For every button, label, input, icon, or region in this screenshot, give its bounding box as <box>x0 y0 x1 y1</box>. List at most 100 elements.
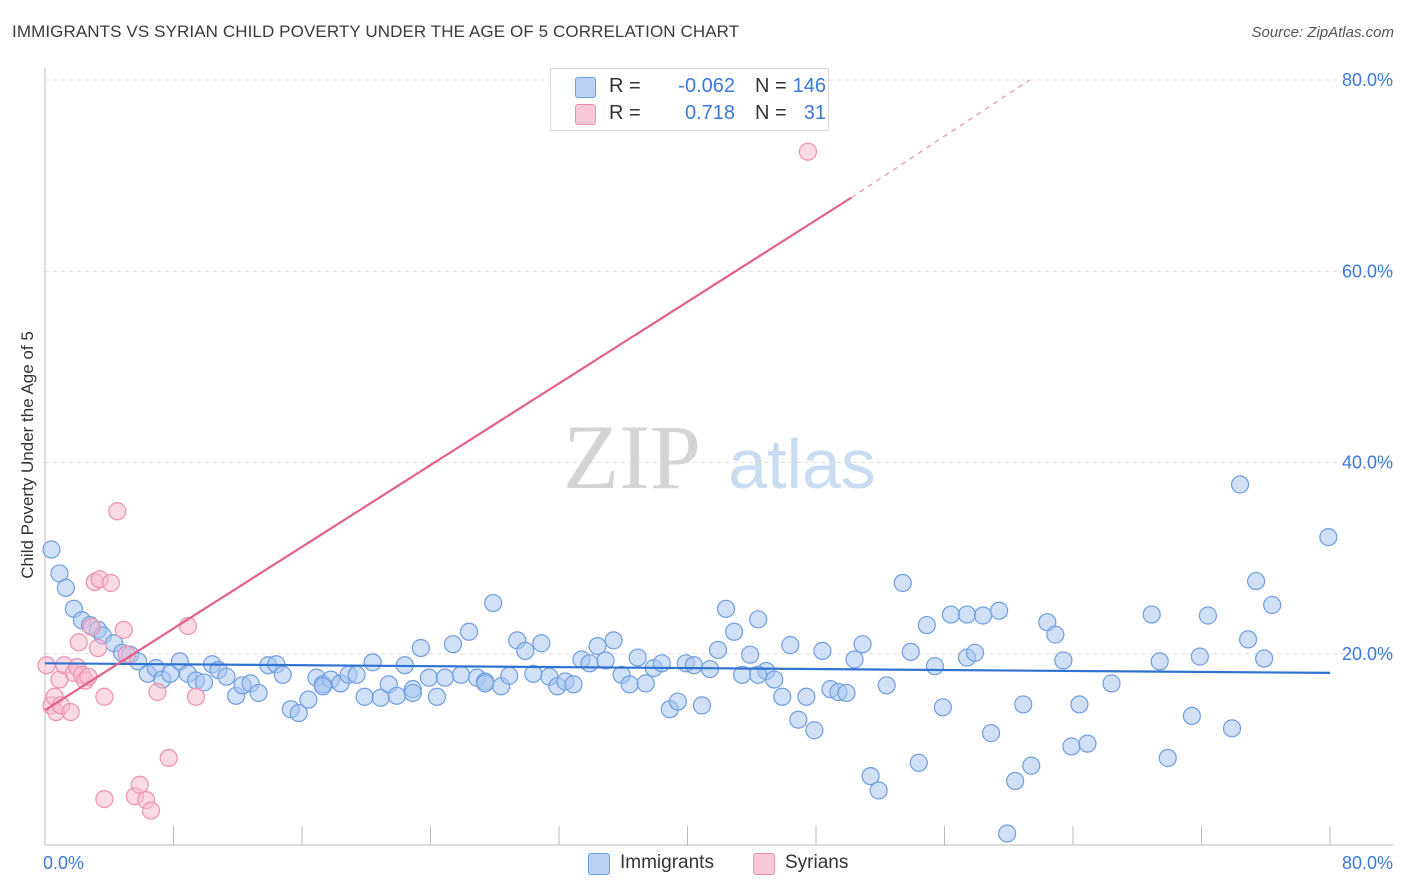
r-label: R = <box>609 75 641 97</box>
immigrants-point <box>981 724 1001 743</box>
n-label: N = <box>755 102 787 124</box>
immigrants-point <box>476 674 495 693</box>
immigrants-point <box>805 721 824 740</box>
immigrants-point <box>419 668 438 687</box>
x-tick-label: 0.0% <box>43 853 84 873</box>
immigrants-point <box>347 665 366 684</box>
immigrants-point <box>973 606 993 625</box>
immigrants-point <box>749 610 768 629</box>
syrians-trend-extension <box>851 79 1030 199</box>
syrians-point <box>141 801 161 820</box>
immigrants-point <box>724 622 744 641</box>
immigrants-point <box>941 605 961 624</box>
immigrants-point <box>435 668 455 687</box>
immigrants-point <box>1022 756 1041 775</box>
immigrants-point <box>604 631 623 650</box>
y-tick-label: 40.0% <box>1342 453 1393 473</box>
immigrants-point <box>869 781 888 800</box>
immigrants-point <box>1263 595 1282 615</box>
immigrants-point <box>1230 475 1250 494</box>
immigrants-point <box>564 675 583 694</box>
immigrants-point <box>588 636 607 656</box>
immigrants-point <box>249 683 268 703</box>
immigrants-point <box>1222 719 1242 738</box>
immigrants-point <box>692 696 712 715</box>
immigrants-point <box>427 687 447 706</box>
immigrants-point <box>877 676 896 695</box>
immigrants-point <box>853 635 872 654</box>
syrians-point <box>108 502 127 521</box>
immigrants-point <box>708 640 728 660</box>
immigrants-point <box>273 665 292 684</box>
immigrants-point <box>451 665 471 684</box>
immigrants-swatch <box>575 77 596 98</box>
immigrants-legend-label: Immigrants <box>620 852 714 873</box>
immigrants-point <box>1062 737 1081 756</box>
syrians-point <box>114 620 133 639</box>
immigrants-point <box>845 650 864 669</box>
immigrants-point <box>636 674 655 693</box>
x-tick-label: 80.0% <box>1342 853 1393 873</box>
y-axis-label: Child Poverty Under the Age of 5 <box>18 331 37 579</box>
n-value: 31 <box>803 102 826 124</box>
immigrants-point <box>596 651 615 670</box>
immigrants-point <box>1182 706 1201 726</box>
r-value: -0.062 <box>678 75 735 97</box>
immigrants-point <box>628 648 647 667</box>
immigrants-point <box>901 642 920 661</box>
syrians-legend-swatch <box>753 853 775 875</box>
chart-title: IMMIGRANTS VS SYRIAN CHILD POVERTY UNDER… <box>12 22 740 41</box>
immigrants-points <box>42 475 1338 843</box>
immigrants-point <box>998 824 1017 843</box>
immigrants-point <box>217 667 236 686</box>
y-tick-label: 60.0% <box>1342 261 1393 281</box>
syrians-point <box>82 617 101 637</box>
immigrants-point <box>1142 605 1161 624</box>
immigrants-point <box>741 645 760 664</box>
immigrants-point <box>1078 734 1097 753</box>
immigrants-point <box>990 601 1009 620</box>
immigrants-point <box>716 599 736 618</box>
watermark-atlas: atlas <box>728 425 876 503</box>
immigrants-point <box>56 578 75 597</box>
immigrants-point <box>1102 674 1121 693</box>
immigrants-point <box>363 653 382 672</box>
immigrants-point <box>484 593 503 613</box>
syrians-point <box>95 789 114 809</box>
immigrants-point <box>917 615 936 635</box>
immigrants-point <box>781 636 800 655</box>
r-value: 0.718 <box>684 102 735 124</box>
immigrants-point <box>1006 771 1025 791</box>
immigrants-point <box>580 654 599 673</box>
immigrants-point <box>313 677 332 696</box>
immigrants-point <box>1070 695 1089 714</box>
syrians-point <box>798 142 818 161</box>
immigrants-point <box>516 641 535 660</box>
immigrants-point <box>933 698 952 717</box>
immigrants-point <box>443 635 463 654</box>
immigrants-point <box>355 687 374 706</box>
immigrants-point <box>965 643 985 662</box>
syrians-point <box>88 638 108 658</box>
immigrants-point <box>1238 630 1258 649</box>
immigrants-point <box>773 687 792 706</box>
immigrants-point <box>289 703 308 723</box>
immigrants-point <box>957 605 977 624</box>
immigrants-point <box>387 686 406 705</box>
stats-legend: R = -0.062 N = 146 R = 0.718 N = 31 <box>550 68 829 131</box>
immigrants-point <box>500 666 519 685</box>
immigrants-point <box>299 690 318 709</box>
watermark-zip: ZIP <box>563 406 701 508</box>
syrians-trend-line <box>44 196 852 712</box>
syrians-point <box>159 748 178 768</box>
syrians-point <box>61 702 80 722</box>
immigrants-point <box>1190 647 1209 666</box>
n-label: N = <box>755 75 787 97</box>
immigrants-point <box>1046 625 1065 644</box>
immigrants-point <box>620 675 639 694</box>
y-tick-label: 80.0% <box>1342 70 1393 90</box>
immigrants-legend-swatch <box>588 853 610 875</box>
source-label: Source: ZipAtlas.com <box>1251 24 1394 41</box>
immigrants-point <box>1198 606 1218 625</box>
immigrants-point <box>861 767 880 786</box>
